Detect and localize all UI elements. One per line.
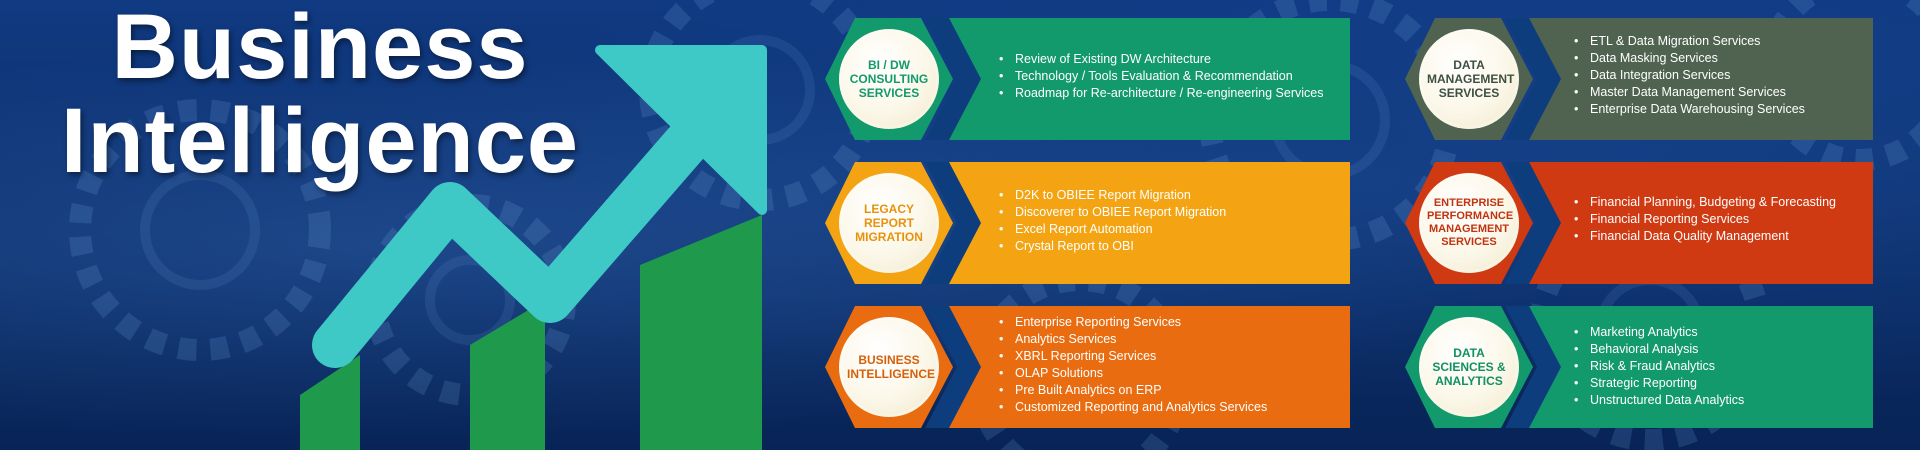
list-item: OLAP Solutions: [995, 365, 1267, 382]
list-item: Roadmap for Re-architecture / Re-enginee…: [995, 85, 1323, 102]
list-item: Strategic Reporting: [1570, 375, 1744, 392]
list-item: Discoverer to OBIEE Report Migration: [995, 204, 1226, 221]
list-item: XBRL Reporting Services: [995, 348, 1267, 365]
list-item: Financial Data Quality Management: [1570, 228, 1836, 245]
list-item: Enterprise Data Warehousing Services: [1570, 101, 1805, 118]
service-list: D2K to OBIEE Report Migration Discoverer…: [995, 187, 1226, 255]
list-item: D2K to OBIEE Report Migration: [995, 187, 1226, 204]
list-item: Financial Reporting Services: [1570, 211, 1836, 228]
card-data-sciences-analytics: DATA SCIENCES & ANALYTICS Marketing Anal…: [1405, 306, 1873, 428]
badge-legacy-report-migration: LEGACY REPORT MIGRATION: [839, 173, 939, 273]
card-enterprise-performance-management: ENTERPRISE PERFORMANCE MANAGEMENT SERVIC…: [1405, 162, 1873, 284]
service-list: ETL & Data Migration Services Data Maski…: [1570, 33, 1805, 118]
rising-arrow-line: [312, 87, 738, 368]
badge-enterprise-performance-management: ENTERPRISE PERFORMANCE MANAGEMENT SERVIC…: [1419, 173, 1519, 273]
rising-arrow-head: [595, 45, 767, 215]
service-list: Financial Planning, Budgeting & Forecast…: [1570, 194, 1836, 245]
hero-title-line2: Intelligence: [60, 90, 580, 192]
list-item: Technology / Tools Evaluation & Recommen…: [995, 68, 1323, 85]
list-item: Excel Report Automation: [995, 221, 1226, 238]
card-data-management-services: DATA MANAGEMENT SERVICES ETL & Data Migr…: [1405, 18, 1873, 140]
growth-bar-3: [640, 215, 762, 450]
hero-title-line1: Business: [111, 0, 529, 98]
card-bi-dw-consulting: BI / DW CONSULTING SERVICES Review of Ex…: [825, 18, 1350, 140]
list-item: ETL & Data Migration Services: [1570, 33, 1805, 50]
list-item: Marketing Analytics: [1570, 324, 1744, 341]
card-legacy-report-migration: LEGACY REPORT MIGRATION D2K to OBIEE Rep…: [825, 162, 1350, 284]
service-list: Review of Existing DW Architecture Techn…: [995, 51, 1323, 102]
badge-bi-dw-consulting: BI / DW CONSULTING SERVICES: [839, 29, 939, 129]
list-item: Review of Existing DW Architecture: [995, 51, 1323, 68]
list-item: Enterprise Reporting Services: [995, 314, 1267, 331]
badge-business-intelligence: BUSINESS INTELLIGENCE: [839, 317, 939, 417]
list-item: Crystal Report to OBI: [995, 238, 1226, 255]
list-item: Customized Reporting and Analytics Servi…: [995, 399, 1267, 416]
growth-chart-icon: [300, 45, 767, 450]
list-item: Behavioral Analysis: [1570, 341, 1744, 358]
badge-data-sciences-analytics: DATA SCIENCES & ANALYTICS: [1419, 317, 1519, 417]
badge-data-management-services: DATA MANAGEMENT SERVICES: [1419, 29, 1519, 129]
card-business-intelligence: BUSINESS INTELLIGENCE Enterprise Reporti…: [825, 306, 1350, 428]
hero-title: Business Intelligence: [40, 0, 600, 188]
list-item: Pre Built Analytics on ERP: [995, 382, 1267, 399]
list-item: Data Integration Services: [1570, 67, 1805, 84]
list-item: Unstructured Data Analytics: [1570, 392, 1744, 409]
service-list: Enterprise Reporting Services Analytics …: [995, 314, 1267, 416]
list-item: Data Masking Services: [1570, 50, 1805, 67]
list-item: Risk & Fraud Analytics: [1570, 358, 1744, 375]
growth-bar-2: [470, 300, 545, 450]
service-list: Marketing Analytics Behavioral Analysis …: [1570, 324, 1744, 409]
list-item: Financial Planning, Budgeting & Forecast…: [1570, 194, 1836, 211]
list-item: Analytics Services: [995, 331, 1267, 348]
growth-bar-1: [300, 355, 360, 450]
list-item: Master Data Management Services: [1570, 84, 1805, 101]
